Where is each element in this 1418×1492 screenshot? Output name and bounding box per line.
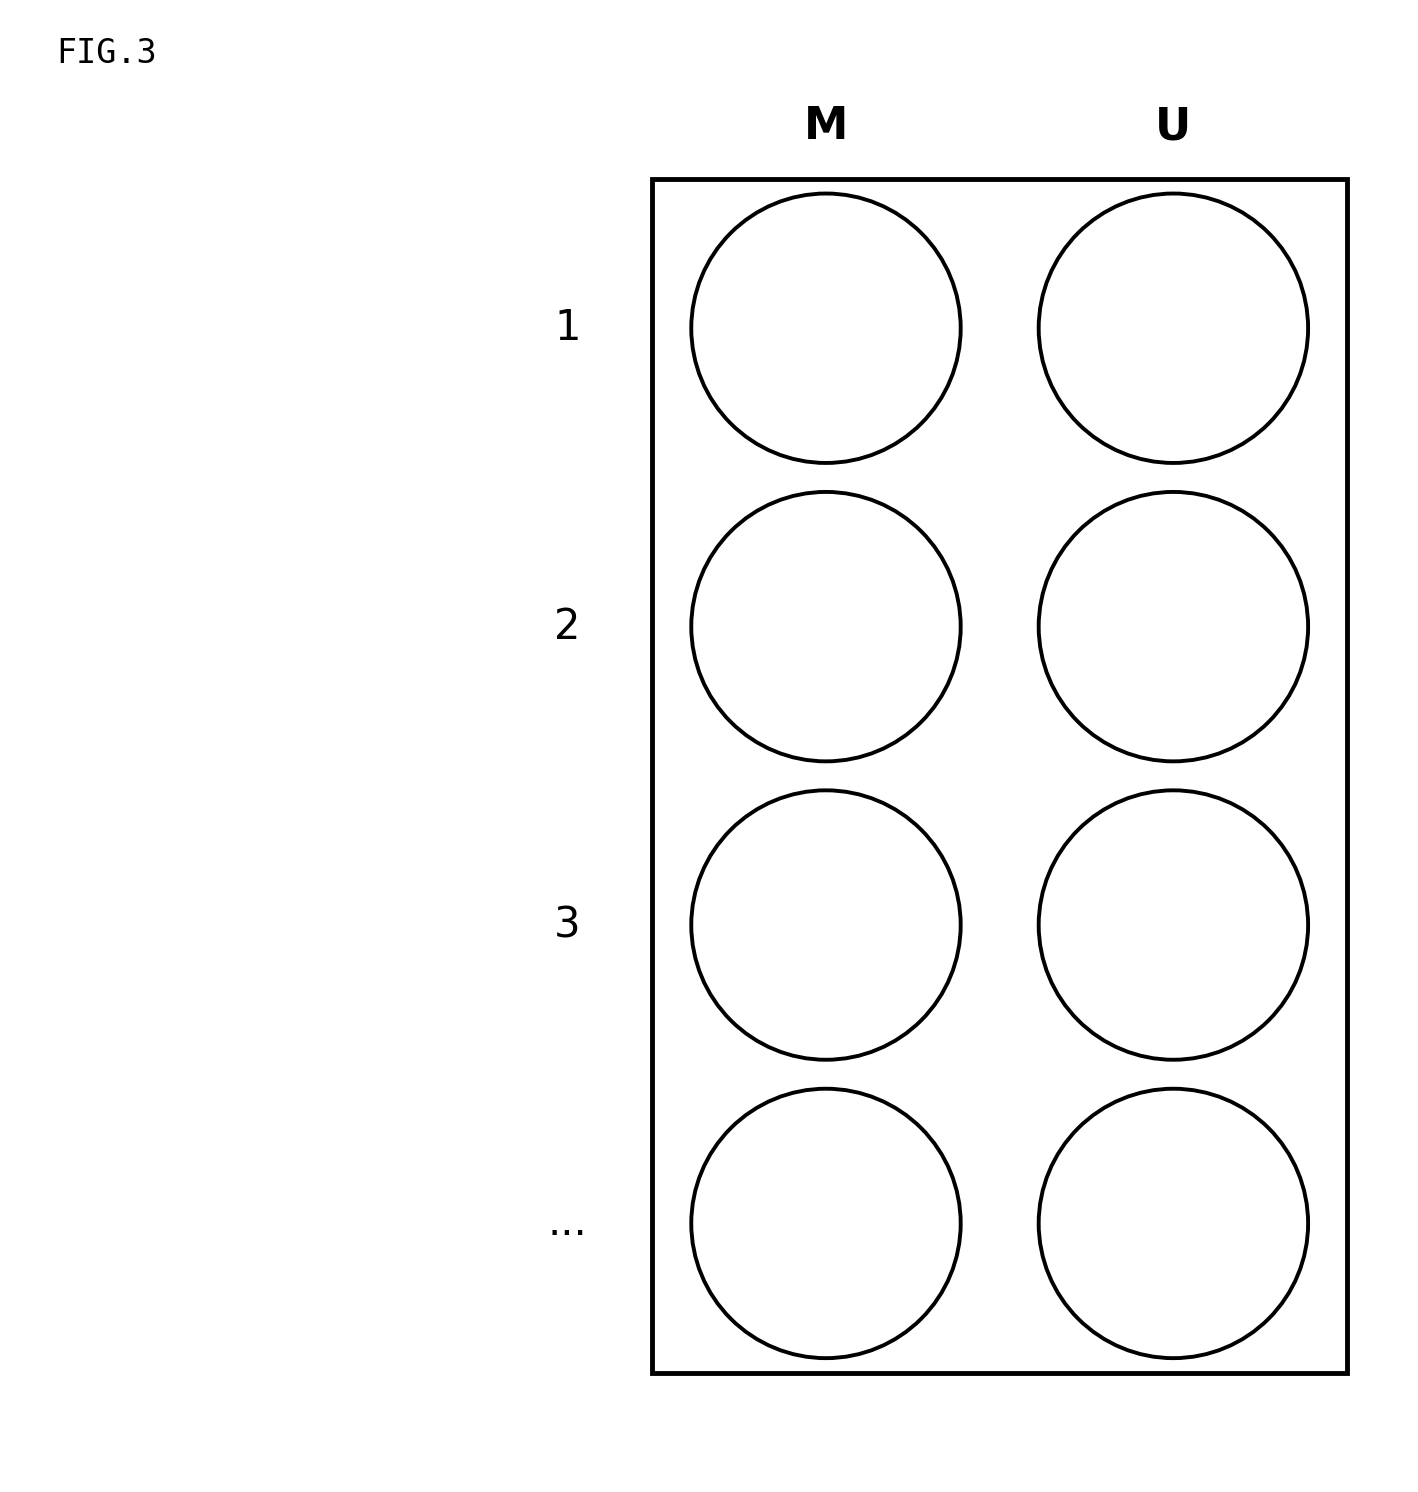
Ellipse shape (1038, 492, 1307, 761)
Ellipse shape (1038, 1089, 1307, 1358)
Ellipse shape (692, 194, 961, 463)
Ellipse shape (692, 1089, 961, 1358)
Ellipse shape (1038, 194, 1307, 463)
Text: U: U (1156, 106, 1191, 148)
Text: M: M (804, 106, 848, 148)
Ellipse shape (692, 791, 961, 1059)
Text: 3: 3 (554, 904, 580, 946)
Ellipse shape (1038, 791, 1307, 1059)
Bar (652, 179, 1347, 1373)
Text: FIG.3: FIG.3 (57, 37, 157, 70)
Text: ...: ... (547, 1203, 587, 1244)
Ellipse shape (692, 492, 961, 761)
Text: 2: 2 (554, 606, 580, 648)
Text: 1: 1 (554, 307, 580, 349)
